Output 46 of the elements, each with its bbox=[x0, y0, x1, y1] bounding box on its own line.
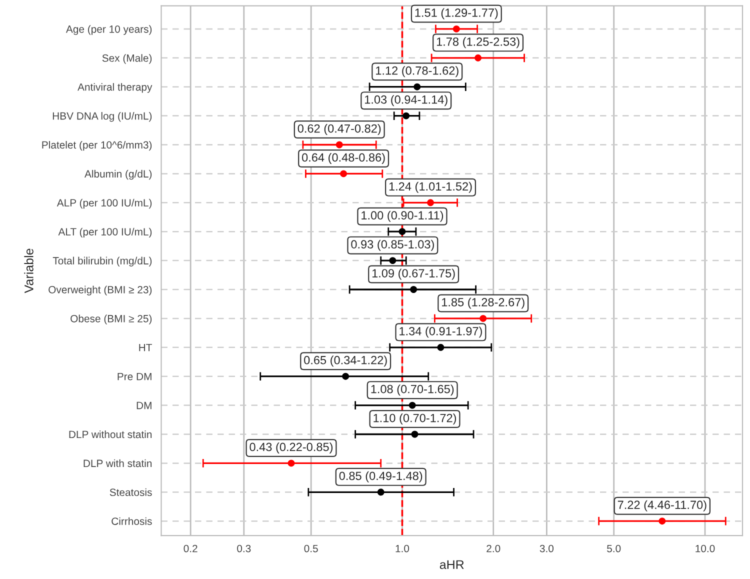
x-tick-label: 2.0 bbox=[486, 544, 500, 552]
y-tick-label: DM bbox=[136, 402, 152, 410]
y-tick-label: DLP with statin bbox=[84, 459, 152, 468]
data-label: 1.78 (1.25-2.53) bbox=[436, 37, 520, 48]
data-label: 1.00 (0.90-1.11) bbox=[362, 210, 444, 222]
y-tick-label: Pre DM bbox=[118, 372, 152, 380]
y-tick-label: Cirrhosis bbox=[112, 517, 152, 525]
y-tick-label: Albumin (g/dL) bbox=[84, 170, 152, 180]
data-label: 0.62 (0.47-0.82) bbox=[298, 124, 381, 136]
x-tick-label: 3.0 bbox=[540, 544, 554, 552]
y-tick-label: Obese (BMI ≥ 25) bbox=[70, 314, 152, 324]
data-label: 0.93 (0.85-1.03) bbox=[351, 240, 434, 251]
x-tick-label: 0.2 bbox=[184, 544, 198, 552]
y-tick-label: ALP (per 100 IU/mL) bbox=[56, 198, 152, 209]
y-axis-title: Variable bbox=[24, 248, 34, 294]
y-tick-label: HBV DNA log (IU/mL) bbox=[52, 112, 152, 122]
data-label: 1.03 (0.94-1.14) bbox=[365, 95, 448, 106]
y-tick-label: Sex (Male) bbox=[102, 54, 152, 64]
data-label: 0.43 (0.22-0.85) bbox=[250, 442, 333, 454]
x-tick-label: 10.0 bbox=[696, 544, 715, 552]
x-tick-label: 1.0 bbox=[396, 544, 410, 552]
data-label: 0.65 (0.34-1.22) bbox=[304, 356, 387, 367]
y-tick-label: Overweight (BMI ≥ 23) bbox=[48, 286, 152, 296]
data-label: 1.08 (0.70-1.65) bbox=[371, 384, 454, 396]
x-tick-label: 5.0 bbox=[607, 544, 621, 552]
y-tick-label: HT bbox=[139, 344, 152, 352]
y-tick-label: DLP without statin bbox=[69, 430, 152, 438]
y-tick-label: Age (per 10 years) bbox=[66, 25, 152, 35]
data-label: 1.12 (0.78-1.62) bbox=[376, 66, 458, 78]
data-label: 1.85 (1.28-2.67) bbox=[442, 298, 524, 309]
data-label: 1.10 (0.70-1.72) bbox=[374, 414, 456, 425]
x-axis-title: aHR bbox=[440, 560, 464, 570]
y-tick-label: ALT (per 100 IU/mL) bbox=[58, 228, 152, 238]
data-label: 1.09 (0.67-1.75) bbox=[372, 268, 455, 280]
data-label: 1.24 (1.01-1.52) bbox=[389, 182, 472, 193]
y-tick-label: Steatosis bbox=[110, 488, 152, 496]
x-tick-label: 0.3 bbox=[237, 544, 251, 552]
data-label: 1.51 (1.29-1.77) bbox=[415, 8, 498, 20]
y-tick-label: Antiviral therapy bbox=[78, 83, 152, 93]
data-label: 0.85 (0.49-1.48) bbox=[339, 471, 422, 482]
data-label: 1.34 (0.91-1.97) bbox=[400, 326, 482, 338]
data-label: 7.22 (4.46-11.70) bbox=[618, 500, 706, 512]
x-tick-label: 0.5 bbox=[304, 544, 318, 552]
y-tick-label: Platelet (per 10^6/mm3) bbox=[42, 140, 152, 151]
data-label: 0.64 (0.48-0.86) bbox=[302, 152, 385, 164]
y-tick-label: Total bilirubin (mg/dL) bbox=[52, 256, 152, 266]
